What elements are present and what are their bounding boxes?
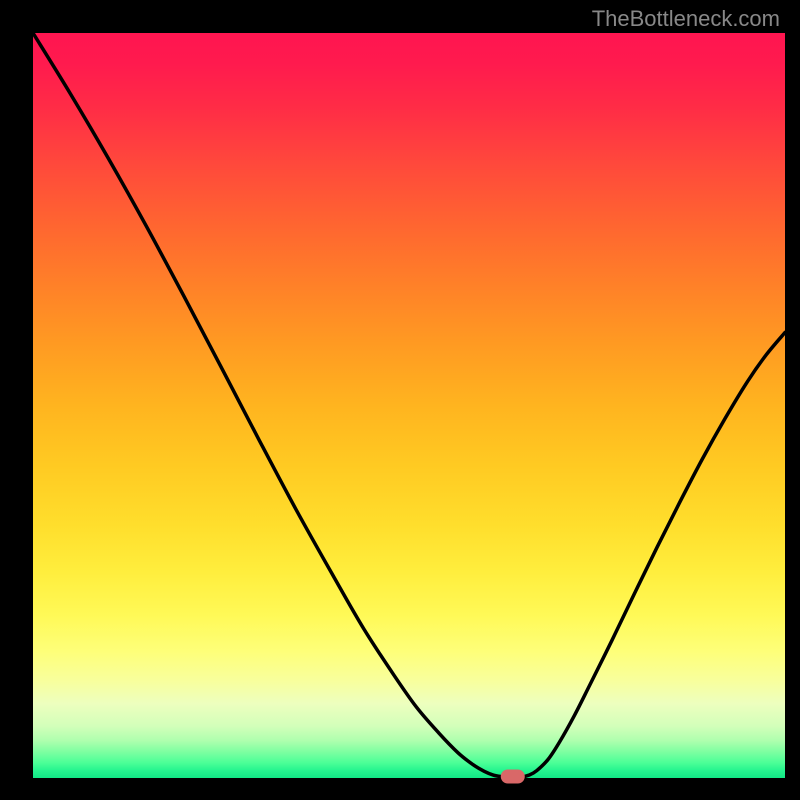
bottleneck-chart: TheBottleneck.com (0, 0, 800, 800)
optimal-marker (501, 770, 525, 784)
watermark-text: TheBottleneck.com (592, 6, 780, 32)
chart-svg (0, 0, 800, 800)
